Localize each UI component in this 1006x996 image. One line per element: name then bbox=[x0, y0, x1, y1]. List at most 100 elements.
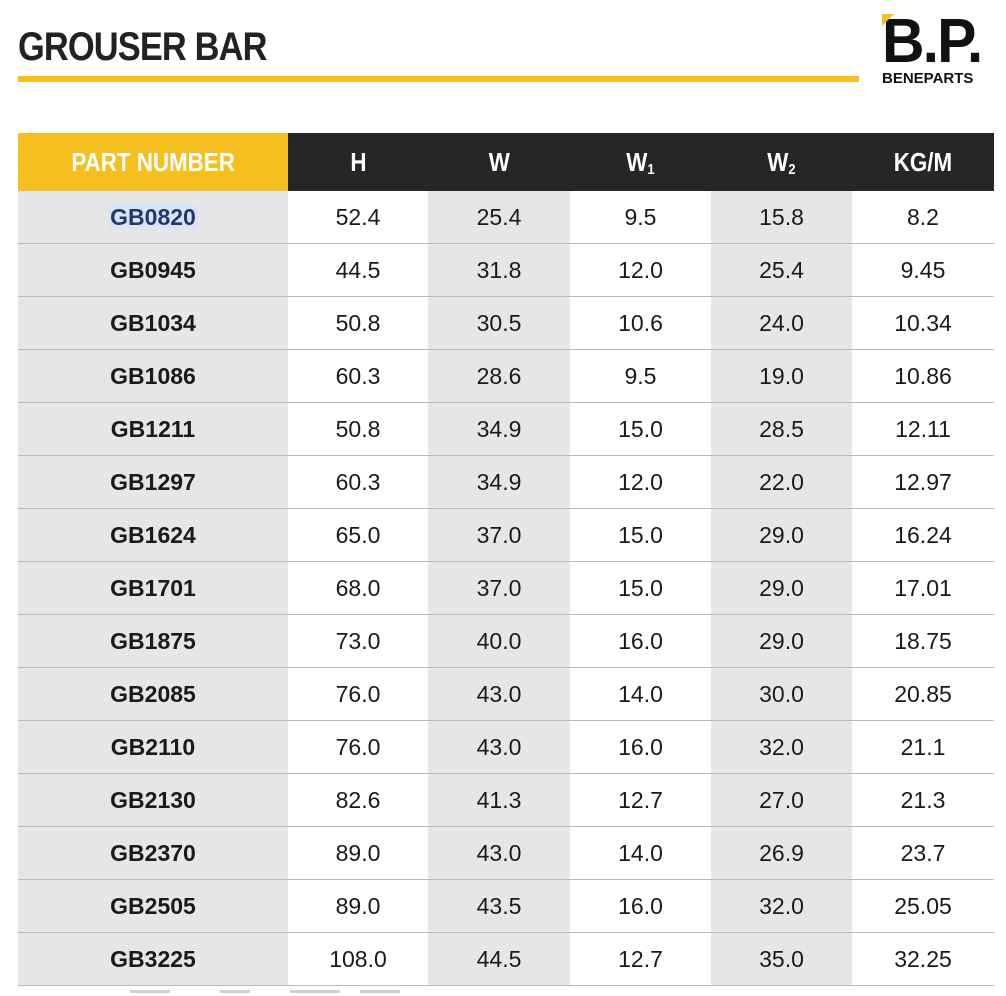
part-number: GB2130 bbox=[110, 786, 196, 813]
value-cell: 15.0 bbox=[570, 561, 711, 615]
table-row: GB1875 73.0 40.0 16.0 29.0 18.75 bbox=[18, 614, 994, 668]
value-cell: 68.0 bbox=[288, 561, 428, 615]
table-body: GB0820 52.4 25.4 9.5 15.8 8.2 GB0945 44.5 31.8 12… bbox=[18, 191, 994, 986]
part-number-cell: GB1701 bbox=[18, 561, 288, 615]
value-cell: 22.0 bbox=[711, 455, 852, 509]
value-cell: 8.2 bbox=[852, 191, 994, 244]
value-cell: 40.0 bbox=[428, 614, 570, 668]
value-cell: 32.25 bbox=[852, 932, 994, 986]
column-header-w2: W2 bbox=[711, 133, 852, 191]
part-number: GB1297 bbox=[110, 468, 196, 495]
value-cell: 19.0 bbox=[711, 349, 852, 403]
value-cell: 16.24 bbox=[852, 508, 994, 562]
column-header-label: W bbox=[488, 146, 510, 177]
part-number-cell: GB3225 bbox=[18, 932, 288, 986]
value-cell: 26.9 bbox=[711, 826, 852, 880]
part-number-cell: GB2085 bbox=[18, 667, 288, 721]
value-cell: 65.0 bbox=[288, 508, 428, 562]
part-number-cell: GB1086 bbox=[18, 349, 288, 403]
part-number: GB1086 bbox=[110, 362, 196, 389]
value-cell: 14.0 bbox=[570, 826, 711, 880]
table-row: GB1034 50.8 30.5 10.6 24.0 10.34 bbox=[18, 296, 994, 350]
value-cell: 14.0 bbox=[570, 667, 711, 721]
page-title: GROUSER BAR bbox=[18, 25, 267, 69]
column-header-label: PART NUMBER bbox=[71, 146, 235, 177]
value-cell: 44.5 bbox=[288, 243, 428, 297]
value-cell: 41.3 bbox=[428, 773, 570, 827]
table-row: GB2370 89.0 43.0 14.0 26.9 23.7 bbox=[18, 826, 994, 880]
value-cell: 18.75 bbox=[852, 614, 994, 668]
specs-table: PART NUMBER H W W1 W2 KG/M GB0820 52.4 25.… bbox=[18, 133, 994, 986]
value-cell: 25.4 bbox=[428, 191, 570, 244]
value-cell: 12.7 bbox=[570, 773, 711, 827]
table-row: GB2110 76.0 43.0 16.0 32.0 21.1 bbox=[18, 720, 994, 774]
value-cell: 29.0 bbox=[711, 614, 852, 668]
value-cell: 10.34 bbox=[852, 296, 994, 350]
part-number-cell: GB2505 bbox=[18, 879, 288, 933]
value-cell: 34.9 bbox=[428, 455, 570, 509]
part-number: GB1034 bbox=[110, 309, 196, 336]
title-underline bbox=[18, 76, 859, 82]
value-cell: 32.0 bbox=[711, 720, 852, 774]
table-row: GB2130 82.6 41.3 12.7 27.0 21.3 bbox=[18, 773, 994, 827]
column-header-label: W bbox=[767, 146, 789, 177]
value-cell: 43.0 bbox=[428, 826, 570, 880]
column-header-h: H bbox=[288, 133, 428, 191]
value-cell: 43.0 bbox=[428, 667, 570, 721]
part-number: GB1211 bbox=[110, 415, 196, 442]
value-cell: 35.0 bbox=[711, 932, 852, 986]
value-cell: 43.5 bbox=[428, 879, 570, 933]
value-cell: 60.3 bbox=[288, 349, 428, 403]
column-header-label: KG/M bbox=[893, 146, 953, 177]
value-cell: 89.0 bbox=[288, 826, 428, 880]
part-number: GB0820 bbox=[108, 203, 198, 230]
value-cell: 25.4 bbox=[711, 243, 852, 297]
value-cell: 21.1 bbox=[852, 720, 994, 774]
value-cell: 29.0 bbox=[711, 561, 852, 615]
value-cell: 76.0 bbox=[288, 667, 428, 721]
table-row: GB2505 89.0 43.5 16.0 32.0 25.05 bbox=[18, 879, 994, 933]
part-number-cell: GB2130 bbox=[18, 773, 288, 827]
table-row: GB1297 60.3 34.9 12.0 22.0 12.97 bbox=[18, 455, 994, 509]
part-number: GB1701 bbox=[110, 574, 196, 601]
value-cell: 34.9 bbox=[428, 402, 570, 456]
column-header-subscript: 2 bbox=[788, 160, 796, 178]
value-cell: 12.11 bbox=[852, 402, 994, 456]
part-number-cell: GB2110 bbox=[18, 720, 288, 774]
part-number-cell: GB1875 bbox=[18, 614, 288, 668]
value-cell: 37.0 bbox=[428, 508, 570, 562]
part-number: GB1624 bbox=[110, 521, 196, 548]
part-number: GB2110 bbox=[110, 733, 196, 760]
value-cell: 10.6 bbox=[570, 296, 711, 350]
table-row: GB0945 44.5 31.8 12.0 25.4 9.45 bbox=[18, 243, 994, 297]
part-number-cell: GB1297 bbox=[18, 455, 288, 509]
part-number-cell: GB0945 bbox=[18, 243, 288, 297]
value-cell: 12.0 bbox=[570, 455, 711, 509]
value-cell: 44.5 bbox=[428, 932, 570, 986]
value-cell: 20.85 bbox=[852, 667, 994, 721]
value-cell: 29.0 bbox=[711, 508, 852, 562]
part-number-cell: GB1624 bbox=[18, 508, 288, 562]
table-row: GB1701 68.0 37.0 15.0 29.0 17.01 bbox=[18, 561, 994, 615]
part-number-cell: GB2370 bbox=[18, 826, 288, 880]
column-header-w: W bbox=[428, 133, 570, 191]
value-cell: 15.0 bbox=[570, 508, 711, 562]
table-row: GB1211 50.8 34.9 15.0 28.5 12.11 bbox=[18, 402, 994, 456]
value-cell: 30.5 bbox=[428, 296, 570, 350]
table-row: GB0820 52.4 25.4 9.5 15.8 8.2 bbox=[18, 191, 994, 244]
table-row: GB1624 65.0 37.0 15.0 29.0 16.24 bbox=[18, 508, 994, 562]
part-number: GB2370 bbox=[110, 839, 196, 866]
value-cell: 28.6 bbox=[428, 349, 570, 403]
part-number-cell: GB0820 bbox=[18, 191, 288, 244]
column-header-label: W bbox=[626, 146, 648, 177]
value-cell: 17.01 bbox=[852, 561, 994, 615]
value-cell: 15.0 bbox=[570, 402, 711, 456]
value-cell: 73.0 bbox=[288, 614, 428, 668]
value-cell: 9.5 bbox=[570, 191, 711, 244]
part-number: GB0945 bbox=[110, 256, 196, 283]
logo-mark: B.P. bbox=[882, 7, 983, 76]
value-cell: 12.7 bbox=[570, 932, 711, 986]
table-row: GB1086 60.3 28.6 9.5 19.0 10.86 bbox=[18, 349, 994, 403]
value-cell: 60.3 bbox=[288, 455, 428, 509]
value-cell: 37.0 bbox=[428, 561, 570, 615]
